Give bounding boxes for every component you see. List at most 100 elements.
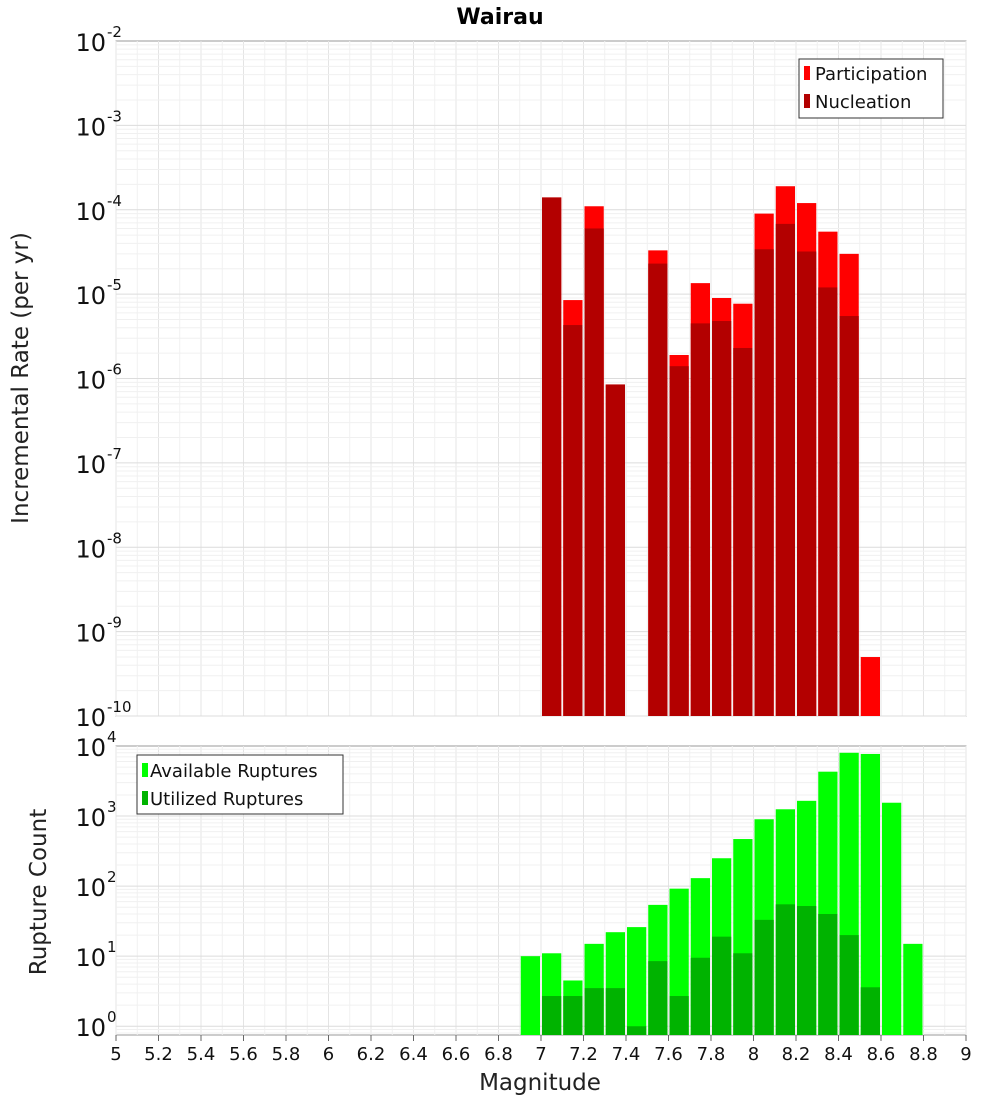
top-y-tick: 10 -7 — [75, 445, 122, 479]
x-tick-label: 7.6 — [654, 1044, 683, 1065]
top-legend: Participation Nucleation — [798, 58, 944, 119]
bottom-y-tick-exp: 0 — [107, 1008, 117, 1026]
bottom-y-tick-exp: 2 — [107, 868, 117, 886]
legend-label-participation: Participation — [815, 64, 927, 85]
bottom-y-tick: 10 1 — [75, 938, 116, 972]
x-tick-label: 5.8 — [272, 1044, 301, 1065]
bottom-legend-box — [136, 754, 344, 815]
top-bar-s1 — [563, 325, 583, 716]
x-tick-label: 7.2 — [569, 1044, 598, 1065]
top-bar-s1 — [818, 287, 838, 716]
top-bar-s1 — [690, 323, 710, 716]
top-y-tick-base: 10 — [75, 367, 106, 395]
bottom-legend: Available Ruptures Utilized Ruptures — [136, 754, 344, 815]
top-y-tick: 10 -4 — [75, 192, 122, 226]
top-y-tick: 10 -6 — [75, 361, 122, 395]
bottom-bar-s1 — [627, 1026, 647, 1035]
x-tick-label: 8.8 — [909, 1044, 938, 1065]
x-tick-label: 6.6 — [442, 1044, 471, 1065]
bottom-bar-s1 — [860, 987, 880, 1035]
x-tick-label: 7.4 — [612, 1044, 641, 1065]
chart-title: Wairau — [456, 5, 543, 30]
bottom-bar-s0 — [520, 956, 540, 1035]
x-tick-label: 5.2 — [144, 1044, 173, 1065]
top-y-tick-base: 10 — [75, 198, 106, 226]
bottom-bar-s1 — [669, 996, 689, 1035]
legend-label-utilized: Utilized Ruptures — [150, 789, 303, 810]
bottom-y-axis-title: Rupture Count — [26, 809, 52, 975]
top-rate-panel: 10-210-310-410-510-610-710-810-910-10 In… — [8, 23, 967, 732]
legend-swatch-participation — [804, 66, 810, 80]
top-y-tick: 10 -2 — [75, 23, 122, 57]
top-y-axis-title: Incremental Rate (per yr) — [8, 232, 34, 524]
top-bar-s1 — [754, 249, 774, 716]
top-y-tick: 10 -5 — [75, 276, 122, 310]
top-y-tick: 10 -9 — [75, 614, 122, 648]
bottom-bar-s1 — [690, 957, 710, 1035]
top-bar-s1 — [669, 366, 689, 716]
x-tick-label: 6.2 — [357, 1044, 386, 1065]
bottom-bar-s1 — [648, 961, 668, 1035]
top-bar-s1 — [584, 228, 604, 716]
bottom-bar-s1 — [584, 988, 604, 1035]
bottom-bar-s0 — [860, 753, 880, 1035]
bottom-y-tick-base: 10 — [75, 1014, 106, 1042]
top-bar-s1 — [775, 223, 795, 716]
top-y-tick-exp: -9 — [107, 614, 122, 632]
top-bars — [542, 186, 880, 717]
bottom-y-tick-base: 10 — [75, 944, 106, 972]
legend-swatch-utilized — [142, 791, 148, 805]
x-tick-label: 5.4 — [187, 1044, 216, 1065]
bottom-bar-s1 — [754, 919, 774, 1035]
x-tick-label: 6.4 — [399, 1044, 428, 1065]
top-legend-box — [798, 58, 944, 119]
legend-swatch-nucleation — [804, 94, 810, 108]
x-tick-label: 5.6 — [229, 1044, 258, 1065]
bottom-bar-s1 — [542, 996, 562, 1035]
x-tick-label: 8.6 — [867, 1044, 896, 1065]
bottom-bar-s1 — [775, 904, 795, 1035]
bottom-y-tick-exp: 4 — [107, 728, 117, 746]
bottom-bar-s0 — [903, 943, 923, 1035]
bottom-bar-s1 — [839, 935, 859, 1035]
top-y-tick: 10 -8 — [75, 529, 122, 563]
top-y-tick-base: 10 — [75, 451, 106, 479]
bottom-y-tick-exp: 3 — [107, 798, 117, 816]
legend-label-nucleation: Nucleation — [815, 92, 911, 113]
bottom-bar-s0 — [627, 927, 647, 1035]
bottom-y-tick: 10 3 — [75, 798, 116, 832]
x-axis-title: Magnitude — [479, 1070, 601, 1096]
top-y-tick-exp: -10 — [107, 698, 132, 716]
top-y-tick-exp: -3 — [107, 107, 122, 125]
top-y-tick-base: 10 — [75, 535, 106, 563]
top-y-tick-base: 10 — [75, 282, 106, 310]
x-tick-labels: 5 5.2 5.4 5.6 5.8 6 6.2 6.4 6.6 6.8 7 7.2 7.4 7.6 7.8 8… — [110, 1035, 972, 1065]
bottom-bar-s1 — [605, 988, 625, 1035]
x-tick-label: 9 — [960, 1044, 971, 1065]
bottom-bar-s0 — [882, 802, 902, 1035]
bottom-bar-s1 — [563, 996, 583, 1035]
top-bar-s1 — [648, 263, 668, 716]
bottom-bars — [520, 752, 923, 1035]
x-tick-label: 6.8 — [484, 1044, 513, 1065]
x-tick-label: 7.8 — [697, 1044, 726, 1065]
top-y-tick-exp: -5 — [107, 276, 122, 294]
bottom-y-tick: 10 2 — [75, 868, 116, 902]
bottom-y-tick: 10 4 — [75, 728, 116, 762]
bottom-bar-s1 — [818, 914, 838, 1035]
x-tick-label: 8.4 — [824, 1044, 853, 1065]
bottom-bar-s1 — [733, 953, 753, 1035]
top-y-tick-exp: -2 — [107, 23, 122, 41]
top-y-tick-exp: -8 — [107, 529, 122, 547]
top-y-tick-exp: -4 — [107, 192, 122, 210]
top-bar-s1 — [797, 251, 817, 716]
x-tick-label: 8 — [748, 1044, 759, 1065]
top-bar-s1 — [712, 321, 732, 716]
top-bar-s1 — [839, 316, 859, 716]
top-y-tick-base: 10 — [75, 704, 106, 732]
top-y-tick-base: 10 — [75, 113, 106, 141]
bottom-y-tick: 10 0 — [75, 1008, 116, 1042]
